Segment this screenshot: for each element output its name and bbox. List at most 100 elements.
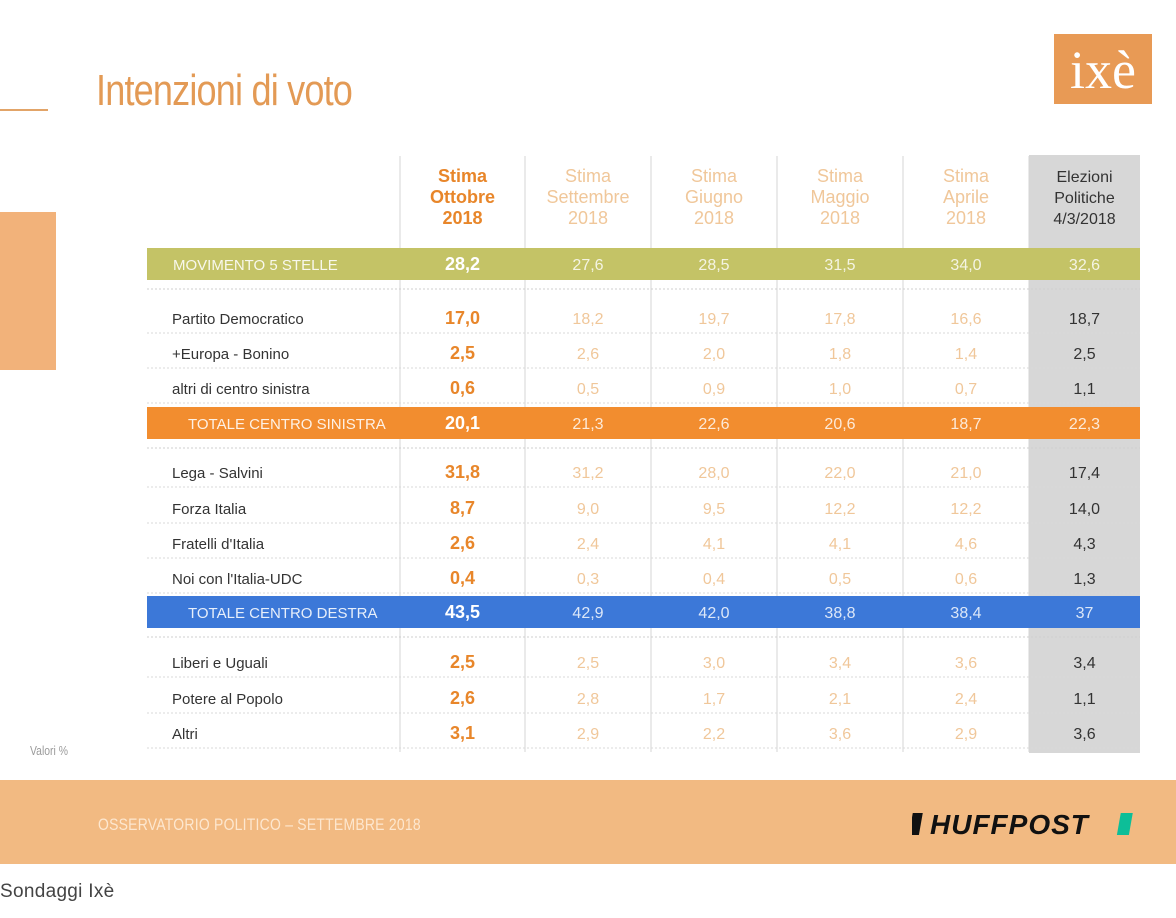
footer-band [0, 780, 1176, 864]
data-label: 18,2 [572, 311, 603, 328]
data-label: 2,2 [703, 726, 725, 743]
row-label: TOTALE CENTRO DESTRA [188, 605, 377, 622]
ixe-logo: ixè [1054, 34, 1152, 104]
data-label: 17,0 [445, 308, 480, 328]
data-label: 0,5 [829, 571, 851, 588]
footer-text: OSSERVATORIO POLITICO – SETTEMBRE 2018 [98, 815, 421, 834]
column-header: Stima Ottobre 2018 [430, 166, 495, 228]
data-label: 28,2 [445, 254, 480, 274]
data-label: 3,4 [829, 655, 851, 672]
data-label: 3,6 [829, 726, 851, 743]
data-label: 2,4 [955, 691, 977, 708]
data-label: 2,0 [703, 346, 725, 363]
data-label: 1,1 [1073, 381, 1095, 398]
data-label: 2,5 [450, 343, 475, 363]
data-label: 2,6 [450, 533, 475, 553]
column-header: Elezioni Politiche 4/3/2018 [1053, 169, 1115, 228]
data-label: 27,6 [572, 257, 603, 274]
data-label: 3,1 [450, 723, 475, 743]
data-label: 38,4 [950, 605, 981, 622]
slide: Intenzioni di voto ixè Stima Ottobre 2018 S… [0, 34, 1176, 864]
row-band-csx [147, 407, 1140, 439]
data-label: 0,6 [955, 571, 977, 588]
data-label: 22,0 [824, 465, 855, 482]
data-label: 28,5 [698, 257, 729, 274]
data-label: 42,9 [572, 605, 603, 622]
data-label: 2,1 [829, 691, 851, 708]
data-label: 2,6 [577, 346, 599, 363]
data-label: 31,2 [572, 465, 603, 482]
data-label: 9,0 [577, 501, 599, 518]
image-caption: Sondaggi Ixè [0, 881, 115, 902]
data-label: 42,0 [698, 605, 729, 622]
huffpost-logo: HUFFPOST [912, 809, 1133, 840]
data-label: 18,7 [950, 416, 981, 433]
data-label: 2,8 [577, 691, 599, 708]
data-label: 28,0 [698, 465, 729, 482]
data-label: 2,9 [955, 726, 977, 743]
row-label: Lega - Salvini [172, 465, 263, 482]
data-label: 0,7 [955, 381, 977, 398]
data-label: 2,5 [1073, 346, 1095, 363]
data-label: 1,8 [829, 346, 851, 363]
data-label: 0,4 [703, 571, 725, 588]
data-label: 3,6 [955, 655, 977, 672]
values-unit-note: Valori % [30, 743, 68, 758]
side-accent-block [0, 212, 56, 370]
data-label: 0,4 [450, 568, 475, 588]
data-label: 4,1 [829, 536, 851, 553]
data-label: 9,5 [703, 501, 725, 518]
row-label: MOVIMENTO 5 STELLE [173, 257, 338, 274]
data-label: 12,2 [950, 501, 981, 518]
huffpost-text: HUFFPOST [930, 809, 1091, 840]
page-title: Intenzioni di voto [96, 66, 353, 115]
data-label: 21,3 [572, 416, 603, 433]
data-label: 4,3 [1073, 536, 1095, 553]
data-label: 1,4 [955, 346, 977, 363]
data-label: 31,8 [445, 462, 480, 482]
vote-intention-table: Stima Ottobre 2018 Stima Settembre 2018 Stima G… [147, 155, 1140, 753]
title-rule [0, 109, 48, 111]
column-header: Stima Giugno 2018 [685, 166, 743, 228]
data-label: 3,0 [703, 655, 725, 672]
data-label: 22,6 [698, 416, 729, 433]
data-label: 2,6 [450, 688, 475, 708]
data-label: 43,5 [445, 602, 480, 622]
data-label: 16,6 [950, 311, 981, 328]
data-label: 2,5 [450, 652, 475, 672]
row-label: Fratelli d'Italia [172, 536, 265, 553]
data-label: 1,0 [829, 381, 851, 398]
data-label: 20,1 [445, 413, 480, 433]
data-label: 4,6 [955, 536, 977, 553]
data-label: 0,3 [577, 571, 599, 588]
data-label: 1,1 [1073, 691, 1095, 708]
row-label: Forza Italia [172, 501, 247, 518]
data-label: 8,7 [450, 498, 475, 518]
row-label: Altri [172, 726, 198, 743]
row-label: Noi con l'Italia-UDC [172, 571, 303, 588]
data-label: 2,4 [577, 536, 599, 553]
data-label: 0,9 [703, 381, 725, 398]
data-label: 17,8 [824, 311, 855, 328]
data-label: 1,7 [703, 691, 725, 708]
data-label: 0,5 [577, 381, 599, 398]
row-label: altri di centro sinistra [172, 381, 310, 398]
data-label: 37 [1076, 605, 1094, 622]
data-label: 31,5 [824, 257, 855, 274]
data-label: 0,6 [450, 378, 475, 398]
data-label: 3,4 [1073, 655, 1095, 672]
data-label: 14,0 [1069, 501, 1100, 518]
row-label: Potere al Popolo [172, 691, 283, 708]
data-label: 2,5 [577, 655, 599, 672]
data-label: 38,8 [824, 605, 855, 622]
column-header: Stima Aprile 2018 [943, 166, 990, 228]
data-label: 34,0 [950, 257, 981, 274]
data-label: 3,6 [1073, 726, 1095, 743]
data-label: 22,3 [1069, 416, 1100, 433]
data-label: 21,0 [950, 465, 981, 482]
data-label: 20,6 [824, 416, 855, 433]
data-label: 18,7 [1069, 311, 1100, 328]
row-band-cdx [147, 596, 1140, 628]
column-header: Stima Maggio 2018 [810, 166, 869, 228]
logo-text: ixè [1070, 40, 1136, 100]
